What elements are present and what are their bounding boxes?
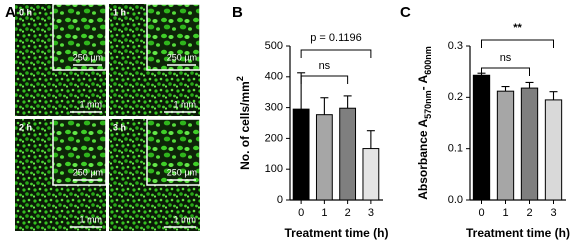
significance-label: ** [513, 22, 522, 34]
bar [362, 148, 380, 201]
inset-scale-label: 250 µm [167, 52, 197, 62]
time-label: 2 h [19, 122, 32, 132]
y-axis-label: No. of cells/mm2 [235, 76, 252, 170]
y-tick-label: 0.2 [448, 91, 463, 103]
bar [472, 74, 491, 201]
y-axis-label-part: - A [416, 74, 430, 90]
scale-label: 1 mm [80, 99, 103, 109]
panel-label: A [5, 4, 16, 21]
x-tick-label: 3 [368, 207, 374, 219]
inset [52, 118, 107, 186]
panel-label: C [400, 4, 411, 21]
significance-bracket [481, 39, 554, 48]
panel-label: B [232, 4, 243, 21]
x-tick-label: 3 [550, 207, 556, 219]
x-tick-label: 0 [478, 207, 484, 219]
significance-bracket [300, 49, 372, 58]
y-tick-label: 300 [265, 102, 283, 114]
x-tick-label: 1 [502, 207, 508, 219]
y-tick-label: 500 [265, 40, 283, 52]
inset-scale-label: 250 µm [73, 167, 103, 177]
y-tick-label: 100 [265, 163, 283, 175]
x-axis-label: Treatment time (h) [466, 226, 570, 240]
x-tick-label: 0 [298, 207, 304, 219]
x-tick-label: 2 [526, 207, 532, 219]
x-axis-label: Treatment time (h) [284, 226, 388, 240]
inset-scale-label: 250 µm [167, 167, 197, 177]
y-tick-label: 0.0 [448, 194, 463, 206]
y-tick-label: 0.1 [448, 143, 463, 155]
significance-label: p = 0.1196 [310, 32, 361, 44]
y-tick-label: 0 [277, 194, 283, 206]
y-tick-label: 400 [265, 71, 283, 83]
significance-bracket [481, 67, 530, 76]
inset [52, 3, 107, 71]
significance-label: ns [319, 60, 331, 72]
time-label: 0 h [19, 7, 32, 17]
scale-label: 1 mm [174, 99, 197, 109]
x-tick-label: 1 [321, 207, 327, 219]
y-axis-label: Absorbance A570nm- A600nm [416, 46, 433, 200]
inset-scale-label: 250 µm [73, 52, 103, 62]
significance-label: ns [500, 52, 512, 64]
bar [292, 108, 310, 201]
bar [544, 99, 563, 201]
bar [520, 87, 539, 201]
time-label: 3 h [113, 122, 126, 132]
inset [146, 118, 201, 186]
y-axis-label-part: 600nm [423, 46, 433, 75]
y-axis-label-part: Absorbance A [416, 119, 430, 200]
scale-label: 1 mm [80, 214, 103, 224]
scale-label: 1 mm [174, 214, 197, 224]
bar [315, 114, 333, 201]
y-axis-label-part: 2 [235, 76, 245, 81]
time-label: 1 h [113, 7, 126, 17]
y-tick-label: 200 [265, 132, 283, 144]
y-tick-label: 0.3 [448, 40, 463, 52]
y-axis-label-part: 570nm [423, 90, 433, 119]
significance-bracket [300, 75, 349, 84]
bar [496, 90, 515, 201]
bar [339, 107, 357, 201]
inset [146, 3, 201, 71]
x-tick-label: 2 [345, 207, 351, 219]
y-axis-label-part: No. of cells/mm [238, 81, 252, 170]
